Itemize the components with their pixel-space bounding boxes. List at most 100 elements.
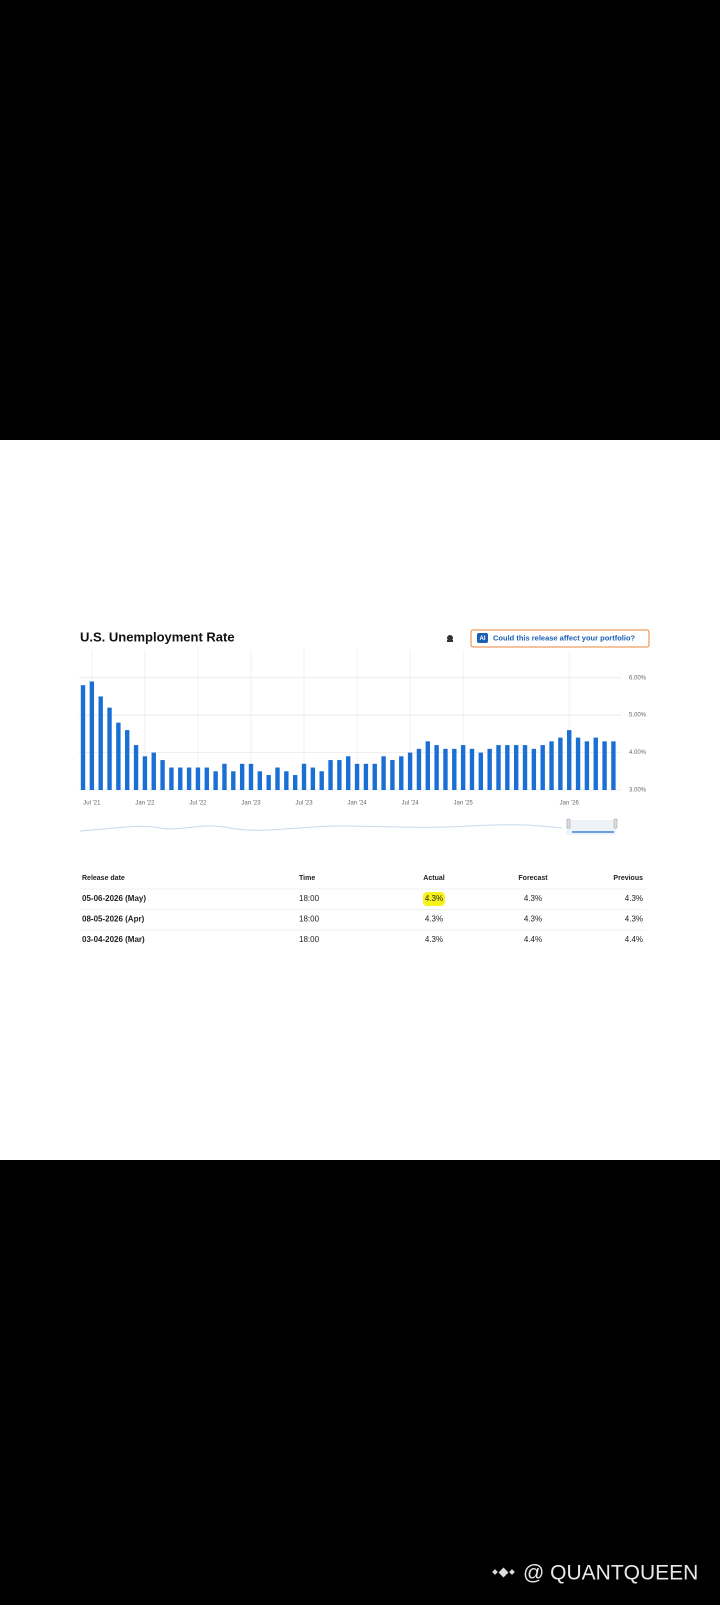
cell: 4.3%: [524, 915, 542, 924]
bar: [292, 775, 298, 790]
bar: [204, 767, 209, 790]
navigator-line: [79, 824, 563, 832]
column-header: Actual: [423, 875, 444, 882]
logo-diamond: [509, 1569, 515, 1575]
bar: [222, 763, 227, 790]
bar: [178, 767, 183, 790]
bar: [549, 741, 554, 790]
content-area: [0, 440, 720, 1160]
bar: [195, 767, 201, 790]
watermark-logo: [492, 1567, 515, 1578]
bar: [505, 745, 510, 790]
bar: [337, 760, 342, 790]
bar: [496, 745, 501, 790]
bar: [593, 737, 598, 790]
release-date: 05-06-2026 (May): [82, 894, 146, 903]
cell: 4.3%: [425, 935, 443, 944]
bar: [284, 771, 289, 790]
x-tick-label: Jul '23: [295, 801, 313, 807]
bar: [89, 681, 95, 790]
bar: [611, 741, 616, 790]
cell: 18:00: [299, 894, 320, 903]
cell: 4.4%: [625, 935, 643, 944]
column-header: Release date: [82, 875, 125, 882]
bar: [487, 748, 492, 790]
x-tick-label: Jul '21: [83, 801, 101, 807]
bar: [602, 741, 607, 790]
bar: [478, 752, 484, 790]
chart-title: U.S. Unemployment Rate: [80, 629, 235, 644]
bar: [363, 763, 369, 790]
x-tick-label: Jan '26: [560, 801, 580, 807]
bar: [257, 771, 263, 790]
bar: [186, 767, 192, 790]
table: Release date Time Actual Forecast Previous 05…: [80, 875, 646, 944]
ai-badge-bg: [477, 633, 488, 643]
x-tick-label: Jan '23: [241, 801, 261, 807]
bar: [133, 745, 139, 790]
cell: 4.3%: [625, 894, 643, 903]
bar: [452, 748, 457, 790]
bar: [567, 730, 572, 790]
y-tick-label: 4.00%: [629, 750, 647, 756]
bar: [231, 771, 236, 790]
bar: [346, 756, 351, 790]
cell: 18:00: [299, 935, 320, 944]
release-date: 08-05-2026 (Apr): [82, 915, 145, 924]
navigator-handle[interactable]: [566, 818, 571, 829]
bar: [98, 696, 103, 790]
x-tick-label: Jul '24: [402, 801, 420, 807]
column-header: Time: [299, 875, 315, 882]
bar: [160, 760, 165, 790]
portfolio-button[interactable]: AI Could this release affect your portfo…: [470, 629, 650, 648]
cell: 4.4%: [524, 935, 542, 944]
y-tick-label: 5.00%: [629, 713, 647, 719]
bar: [213, 771, 218, 790]
cell: 4.3%: [425, 894, 443, 903]
bar: [275, 767, 280, 790]
button-frame: [470, 629, 650, 648]
bar: [319, 771, 324, 790]
bar: [513, 745, 519, 790]
alert-icon[interactable]: [447, 635, 453, 642]
button-label: Could this release affect your portfolio…: [493, 633, 636, 642]
bar: [558, 737, 563, 790]
navigator-handle[interactable]: [613, 818, 618, 829]
bar: [416, 748, 422, 790]
bar: [390, 760, 395, 790]
watermark: @ QUANTQUEEN: [523, 1562, 698, 1585]
cell: 4.3%: [524, 894, 542, 903]
bar: [248, 763, 254, 790]
x-tick-label: Jan '25: [454, 801, 474, 807]
column-header: Previous: [613, 875, 643, 882]
bar: [328, 760, 333, 790]
bar: [80, 685, 86, 790]
y-tick-label: 6.00%: [629, 675, 647, 681]
bar: [151, 752, 156, 790]
bar: [407, 752, 413, 790]
bar: [116, 722, 121, 790]
navigator-window[interactable]: [566, 820, 616, 835]
release-date: 03-04-2026 (Mar): [82, 935, 145, 944]
bar: [301, 763, 307, 790]
cell: 4.3%: [425, 915, 443, 924]
bar: [142, 756, 148, 790]
bar: [125, 730, 130, 790]
bar: [381, 756, 386, 790]
bar: [372, 763, 377, 790]
bar: [399, 756, 404, 790]
bar: [460, 745, 466, 790]
bar: [310, 767, 316, 790]
column-header: Forecast: [518, 875, 548, 882]
bar: [169, 767, 174, 790]
bar: [531, 748, 537, 790]
y-tick-label: 3.00%: [629, 788, 647, 794]
ai-badge: AI: [480, 636, 486, 642]
x-tick-label: Jan '22: [135, 801, 155, 807]
bar: [522, 745, 528, 790]
bar: [239, 763, 245, 790]
bar: [540, 745, 545, 790]
bar: [443, 748, 448, 790]
bar: [575, 737, 581, 790]
